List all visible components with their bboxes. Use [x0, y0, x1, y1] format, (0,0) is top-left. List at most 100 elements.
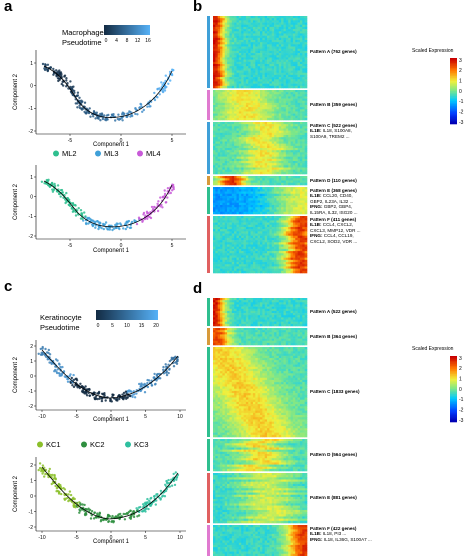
heatmap-cell [220, 139, 223, 142]
heatmap-cell [255, 152, 258, 155]
heatmap-cell [276, 33, 280, 36]
heatmap-cell [281, 26, 284, 30]
heatmap-cell [269, 79, 273, 82]
heatmap-cell [292, 105, 296, 108]
heatmap-cell [243, 85, 247, 89]
heatmap-cell [302, 81, 305, 84]
heatmap-cell [299, 53, 303, 56]
heatmap-cell [217, 169, 221, 173]
heatmap-cell [297, 193, 301, 197]
heatmap-cell [252, 171, 256, 175]
heatmap-cell [234, 169, 237, 173]
heatmap-cell [234, 40, 237, 43]
heatmap-cell [295, 171, 298, 175]
heatmap-cell [271, 141, 275, 144]
heatmap-cell [260, 53, 263, 56]
heatmap-cell [290, 211, 294, 215]
heatmap-cell [252, 154, 256, 157]
heatmap-cell [234, 100, 237, 104]
heatmap-cell [241, 145, 244, 149]
heatmap-cell [267, 220, 270, 223]
cell-point [153, 494, 156, 498]
heatmap-cell [222, 105, 226, 108]
heatmap-cell [281, 205, 284, 208]
heatmap-cell [250, 46, 254, 50]
heatmap-cell [222, 193, 226, 197]
heatmap-cell [255, 198, 258, 201]
cell-point [68, 374, 72, 378]
cell-point [161, 196, 165, 199]
heatmap-cell [288, 35, 291, 39]
heatmap-cell [238, 156, 242, 160]
heatmap-cell [245, 20, 249, 23]
heatmap-cell [262, 40, 265, 43]
heatmap-cell [229, 83, 233, 87]
heatmap-cell [248, 130, 251, 134]
heatmap-cell [297, 115, 301, 119]
heatmap-cell [302, 167, 305, 170]
heatmap-cell [290, 20, 294, 23]
heatmap-cell [250, 200, 254, 204]
heatmap-cell [262, 139, 265, 142]
heatmap-cell [213, 187, 216, 190]
heatmap-cell [288, 57, 291, 60]
colorbar-tick: 0 [97, 323, 100, 329]
heatmap-cell [250, 44, 254, 47]
heatmap-cell [255, 16, 258, 19]
heatmap-cell [236, 107, 240, 110]
c-bot-x-tick: -5 [74, 535, 79, 541]
heatmap-cell [231, 191, 235, 195]
heatmap-cell [278, 193, 282, 197]
heatmap-cell [260, 135, 263, 138]
heatmap-cell [213, 79, 216, 82]
heatmap-cell [271, 61, 275, 65]
heatmap-cell [288, 196, 291, 199]
heatmap-cell [245, 169, 249, 173]
heatmap-cell [234, 176, 237, 179]
heatmap-cell [281, 198, 284, 201]
heatmap-cell [274, 178, 277, 181]
heatmap-cell [281, 148, 284, 151]
heatmap-cell [252, 74, 256, 78]
heatmap-cell [271, 96, 275, 99]
heatmap-cell [215, 96, 218, 99]
heatmap-cell [290, 96, 294, 99]
heatmap-cell [299, 148, 303, 151]
heatmap-cell [299, 163, 303, 166]
heatmap-cell [295, 158, 298, 162]
heatmap-cell [236, 156, 240, 160]
a-bot-y-tick: 1 [30, 175, 33, 181]
heatmap-cell [236, 132, 240, 136]
heatmap-cell [269, 141, 273, 144]
heatmap-cell [231, 100, 235, 104]
heatmap-cell [241, 22, 244, 26]
trajectory-plot-a-cluster: ML2 ML3 ML4 -5 0 5 10-1-2 Component 1 Compon… [13, 149, 186, 254]
cell-point [66, 380, 70, 383]
heatmap-cell [304, 70, 308, 74]
heatmap-cell [243, 22, 247, 26]
heatmap-cell [229, 53, 233, 56]
heatmap-cell [278, 150, 282, 153]
heatmap-cell [238, 165, 242, 168]
heatmap-cell [217, 132, 221, 136]
heatmap-cell [217, 92, 221, 95]
heatmap-cell [281, 220, 284, 223]
heatmap-cell [257, 22, 261, 26]
heatmap-cell [260, 222, 263, 226]
heatmap-cell [250, 111, 254, 114]
heatmap-cell [288, 85, 291, 89]
heatmap-cell [288, 55, 291, 58]
heatmap-cell [215, 40, 218, 43]
heatmap-cell [281, 61, 284, 65]
heatmap-cell [292, 152, 296, 155]
heatmap-cell [245, 59, 249, 63]
heatmap-cell [222, 220, 226, 223]
heatmap-cell [245, 57, 249, 60]
heatmap-cell [255, 85, 258, 89]
heatmap-cell [222, 128, 226, 131]
heatmap-cell [229, 81, 233, 84]
heatmap-cell [292, 187, 296, 190]
heatmap-cell [267, 218, 270, 221]
cell-point [110, 113, 114, 117]
heatmap-cell [252, 105, 256, 108]
